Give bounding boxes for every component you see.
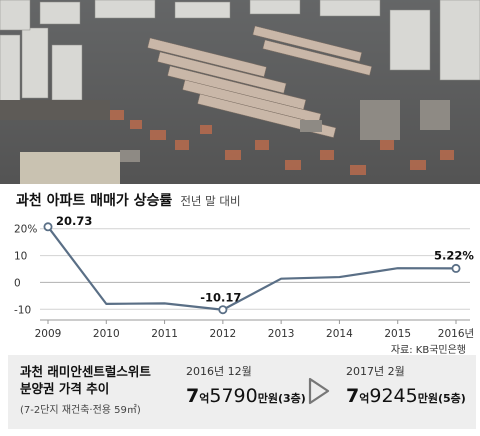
x-tick-label: 2016년 [438,328,474,340]
x-tick-label: 2013 [268,328,295,340]
price-after-floor: (5층) [437,392,466,405]
x-tick-label: 2014 [326,328,353,340]
y-tick-label: 0 [14,277,21,289]
price-before-eok: 7 [186,385,200,407]
price-after-date: 2017년 2월 [346,365,405,378]
data-point [43,222,53,232]
price-before-eok-unit: 억 [199,392,210,405]
data-point [451,263,461,273]
price-after-man: 9245 [369,385,418,407]
data-label: 20.73 [56,214,92,228]
chart-subtitle: 전년 말 대비 [180,194,241,208]
x-tick-label: 2012 [209,328,236,340]
price-before-floor: (3층) [277,392,306,405]
complex-name: 과천 래미안센트럴스위트 [20,364,151,379]
info-heading: 과천 래미안센트럴스위트 분양권 가격 추이 (7-2단지 재건축·전용 59㎡… [20,363,151,416]
price-before-date: 2016년 12월 [186,365,252,378]
data-point [218,305,228,315]
chart-title: 과천 아파트 매매가 상승률 [16,193,173,209]
price-before-man: 5790 [209,385,258,407]
data-label: -10.17 [200,291,241,305]
data-label: 5.22% [434,248,474,262]
price-after-value: 7억9245만원(5층) [346,385,466,407]
chevron-right-icon [308,377,330,405]
info-topic: 분양권 가격 추이 [20,381,110,396]
x-tick-label: 2015 [384,328,411,340]
price-info-box: 과천 래미안센트럴스위트 분양권 가격 추이 (7-2단지 재건축·전용 59㎡… [8,355,476,429]
price-before-man-unit: 만원 [257,392,278,405]
price-after-eok-unit: 억 [359,392,370,405]
unit-note: (7-2단지 재건축·전용 59㎡) [20,405,141,416]
y-tick-label: 20% [14,224,37,236]
x-tick-label: 2009 [35,328,62,340]
x-tick-label: 2011 [151,328,178,340]
line-chart: 20% 10 0 -10 2009 2010 2011 2012 2013 2014 2015 201… [14,214,474,340]
price-after-eok: 7 [346,385,360,407]
x-tick-label: 2010 [93,328,120,340]
y-tick-label: -10 [14,304,31,316]
series-line [47,226,457,311]
chart-title-row: 과천 아파트 매매가 상승률 전년 말 대비 [16,190,241,214]
y-tick-label: 10 [14,251,27,263]
price-before: 2016년 12월 7억5790만원(3층) [186,365,306,407]
price-after: 2017년 2월 7억9245만원(5층) [346,365,466,407]
price-before-value: 7억5790만원(3층) [186,385,306,407]
source-note: 자료: KB국민은행 [390,345,466,356]
price-after-man-unit: 만원 [417,392,438,405]
aerial-city-photo [0,0,480,184]
